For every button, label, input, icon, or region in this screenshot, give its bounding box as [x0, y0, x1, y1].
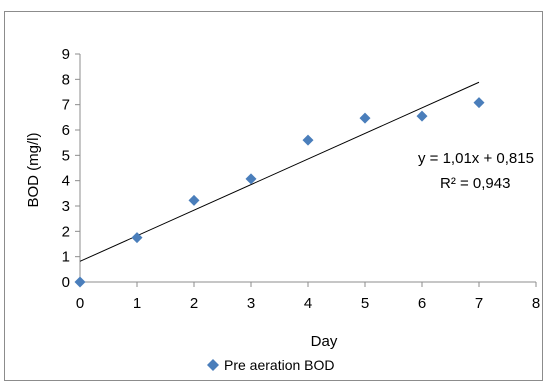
y-tick-label: 9 [62, 46, 70, 63]
y-tick-label: 2 [62, 223, 70, 240]
x-axis-title: Day [311, 333, 338, 350]
x-tick-label: 1 [133, 295, 141, 312]
data-point [359, 112, 371, 124]
x-axis-ticks: 0 1 2 3 4 5 6 7 8 [76, 282, 540, 312]
y-tick-label: 4 [62, 173, 70, 190]
y-tick-label: 0 [62, 274, 70, 291]
y-tick-label: 6 [62, 122, 70, 139]
x-tick-label: 0 [76, 295, 84, 312]
x-tick-label: 3 [247, 295, 255, 312]
trendline-equation: y = 1,01x + 0,815 [418, 150, 534, 167]
data-point [302, 134, 314, 146]
data-point [131, 232, 143, 244]
data-point [188, 194, 200, 206]
axes [79, 54, 536, 283]
trendline [79, 81, 480, 262]
x-tick-label: 2 [190, 295, 198, 312]
legend-label: Pre aeration BOD [224, 357, 335, 373]
r-squared-label: R² = 0,943 [440, 175, 510, 192]
x-tick-label: 5 [361, 295, 369, 312]
x-tick-label: 8 [532, 295, 540, 312]
y-tick-label: 5 [62, 147, 70, 164]
data-points [74, 97, 485, 288]
y-tick-label: 8 [62, 71, 70, 88]
legend-marker [207, 359, 219, 371]
data-point [245, 173, 257, 185]
x-tick-label: 6 [418, 295, 426, 312]
y-tick-label: 1 [62, 249, 70, 266]
x-tick-label: 7 [475, 295, 483, 312]
y-axis-title: BOD (mg/l) [25, 132, 42, 207]
y-tick-label: 7 [62, 97, 70, 114]
y-tick-label: 3 [62, 198, 70, 215]
legend: Pre aeration BOD [207, 357, 335, 373]
y-axis-ticks: 0 1 2 3 4 5 6 7 8 9 [62, 46, 80, 291]
x-tick-label: 4 [304, 295, 312, 312]
data-point [416, 110, 428, 122]
data-point [473, 97, 485, 109]
chart-frame [4, 11, 543, 381]
data-point [74, 276, 86, 288]
